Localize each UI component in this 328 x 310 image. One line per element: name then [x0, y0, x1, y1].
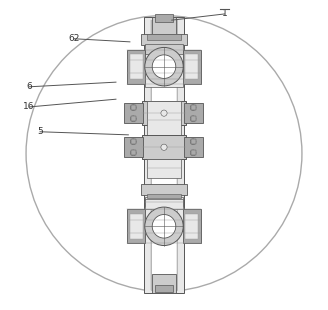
- Bar: [155, 14, 173, 22]
- Bar: [131, 105, 136, 110]
- Bar: [141, 184, 187, 195]
- Bar: [142, 135, 186, 159]
- Bar: [155, 285, 173, 292]
- Text: 6: 6: [26, 82, 32, 91]
- Bar: [147, 159, 181, 178]
- Text: 16: 16: [23, 102, 35, 112]
- Bar: [191, 105, 195, 110]
- Circle shape: [190, 105, 196, 110]
- Bar: [141, 34, 187, 45]
- Bar: [184, 103, 203, 123]
- Bar: [130, 214, 143, 239]
- Circle shape: [152, 215, 176, 238]
- Bar: [145, 197, 183, 206]
- Bar: [152, 17, 176, 34]
- Bar: [183, 209, 201, 243]
- Circle shape: [131, 105, 136, 110]
- Bar: [145, 199, 183, 209]
- Circle shape: [152, 55, 176, 78]
- Bar: [127, 50, 145, 84]
- Bar: [191, 150, 195, 155]
- Bar: [147, 194, 181, 198]
- Bar: [185, 214, 198, 239]
- Bar: [145, 67, 183, 87]
- Circle shape: [26, 16, 302, 291]
- Bar: [184, 137, 203, 157]
- Circle shape: [145, 207, 183, 246]
- Bar: [124, 103, 143, 123]
- Text: 5: 5: [37, 127, 43, 136]
- Circle shape: [131, 116, 136, 122]
- Circle shape: [161, 144, 167, 150]
- Circle shape: [190, 139, 196, 144]
- Circle shape: [190, 116, 196, 122]
- Bar: [124, 137, 143, 157]
- Bar: [185, 54, 198, 79]
- Bar: [152, 274, 176, 293]
- Bar: [142, 101, 186, 125]
- Bar: [151, 20, 177, 290]
- Text: 1: 1: [222, 9, 227, 19]
- Bar: [131, 150, 136, 155]
- Circle shape: [131, 139, 136, 144]
- Bar: [147, 101, 181, 138]
- Circle shape: [145, 47, 183, 86]
- Bar: [127, 209, 145, 243]
- Bar: [131, 116, 136, 121]
- Circle shape: [161, 110, 167, 116]
- Circle shape: [190, 150, 196, 156]
- Circle shape: [131, 150, 136, 156]
- Bar: [130, 54, 143, 79]
- Bar: [144, 17, 184, 293]
- Bar: [145, 44, 183, 54]
- Bar: [183, 50, 201, 84]
- Bar: [131, 139, 136, 144]
- Bar: [191, 139, 195, 144]
- Bar: [147, 34, 181, 40]
- Text: 62: 62: [69, 34, 80, 43]
- Bar: [191, 116, 195, 121]
